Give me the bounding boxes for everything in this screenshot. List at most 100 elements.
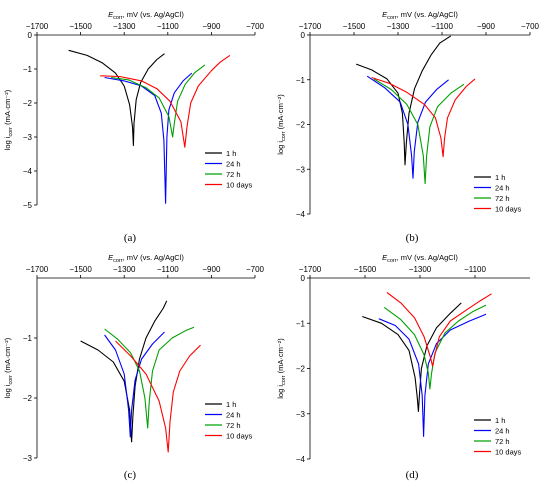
x-axis-title: Ecorr, mV (vs. Ag/AgCl): [108, 253, 184, 264]
series-line-1-h: [356, 35, 452, 166]
series-line-10-days: [115, 340, 201, 453]
y-tick-label: −1: [296, 76, 306, 85]
y-axis-title-rest: (mA·cm⁻²): [3, 337, 12, 375]
x-tick-label: −1300: [387, 22, 410, 31]
legend-label: 1 h: [495, 173, 505, 182]
panel-b: −1700 −1500 −1300 −1100 −900 −700 0 −1 −2 −3 −4 Eco…: [276, 10, 540, 244]
panel-label: (a): [124, 232, 137, 244]
x-tick-label: −900: [477, 22, 496, 31]
y-axis-title: log icorr (mA·cm⁻²): [3, 89, 14, 150]
series-line-24-h: [104, 331, 165, 438]
x-tick-label: −1300: [113, 22, 136, 31]
series-line-72-h: [111, 64, 206, 138]
x-axis-title-rest: , mV (vs. Ag/AgCl): [123, 253, 185, 262]
y-axis-title-sub: corr: [281, 131, 287, 141]
y-tick-label: 0: [301, 274, 306, 283]
legend-label: 24 h: [495, 427, 510, 436]
series-line-10-days: [386, 292, 492, 367]
x-tick-label: −1300: [113, 265, 136, 274]
y-tick-label: −4: [296, 455, 306, 464]
legend-label: 72 h: [226, 170, 241, 179]
x-axis-title-sub: corr: [387, 258, 397, 264]
y-tick-label: −4: [296, 210, 306, 219]
y-tick-label: −3: [296, 165, 306, 174]
y-axis-title-sub: corr: [281, 375, 287, 385]
x-tick-label: −1700: [299, 265, 322, 274]
x-axis-title-sub: corr: [387, 15, 397, 21]
legend-label: 24 h: [226, 160, 241, 169]
panel-c: −1700 −1500 −1300 −1100 −900 −700 −1 −2 −3 Ecorr,…: [3, 253, 265, 481]
legend-label: 1 h: [226, 149, 236, 158]
x-tick-label: −700: [246, 22, 265, 31]
x-tick-label: −1700: [26, 265, 49, 274]
legend-label: 72 h: [495, 194, 510, 203]
x-axis-title: Ecorr, mV (vs. Ag/AgCl): [108, 10, 184, 21]
series-line-24-h: [366, 75, 449, 179]
y-tick-label: −5: [23, 201, 33, 210]
y-axis-title-main: log i: [276, 141, 285, 155]
y-axis-title: log icorr (mA·cm⁻²): [276, 94, 287, 155]
y-axis-title-main: log i: [3, 136, 12, 150]
x-tick-label: −1100: [157, 22, 179, 31]
y-axis-title-rest: (mA·cm⁻²): [276, 338, 285, 376]
x-tick-label: −900: [202, 265, 221, 274]
y-tick-label: −2: [296, 121, 306, 130]
series-line-1-h: [362, 302, 462, 413]
y-tick-label: −2: [296, 365, 306, 374]
x-axis-title-main: E: [382, 10, 388, 19]
series-line-1-h: [68, 49, 165, 147]
x-axis-title-rest: , mV (vs. Ag/AgCl): [397, 253, 459, 262]
x-axis-title-rest: , mV (vs. Ag/AgCl): [397, 10, 459, 19]
series-line-72-h: [383, 304, 487, 390]
series-line-72-h: [104, 326, 195, 429]
panel-label: (c): [124, 469, 137, 481]
series-line-72-h: [373, 78, 465, 185]
legend-label: 1 h: [226, 400, 236, 409]
y-tick-label: −1: [23, 334, 33, 343]
x-axis-title-sub: corr: [113, 15, 123, 21]
y-tick-label: −3: [23, 133, 33, 142]
series-line-10-days: [100, 54, 231, 148]
y-tick-label: −1: [23, 65, 33, 74]
y-axis-title: log icorr (mA·cm⁻²): [3, 337, 14, 398]
y-tick-label: 0: [28, 31, 33, 40]
legend-label: 10 days: [226, 432, 253, 441]
y-axis-title-rest: (mA·cm⁻²): [3, 89, 12, 127]
x-axis-title-sub: corr: [113, 258, 123, 264]
legend-label: 1 h: [495, 416, 505, 425]
y-tick-label: 0: [301, 31, 306, 40]
legend-label: 10 days: [495, 205, 522, 214]
legend-label: 72 h: [495, 437, 510, 446]
legend-label: 24 h: [495, 184, 510, 193]
series-line-1-h: [80, 300, 168, 443]
y-axis-title: log icorr (mA·cm⁻²): [276, 338, 287, 399]
series-line-10-days: [371, 76, 476, 158]
y-tick-label: −3: [296, 410, 306, 419]
x-tick-label: −1500: [69, 265, 92, 274]
panel-label: (b): [406, 232, 419, 244]
y-tick-label: −2: [23, 99, 33, 108]
x-axis-title-main: E: [108, 10, 114, 19]
x-tick-label: −1100: [464, 265, 486, 274]
x-axis-title-rest: , mV (vs. Ag/AgCl): [123, 10, 185, 19]
x-tick-label: −1500: [354, 265, 377, 274]
x-tick-label: −1500: [69, 22, 92, 31]
y-tick-label: −4: [23, 167, 33, 176]
x-axis-title: Ecorr, mV (vs. Ag/AgCl): [382, 253, 458, 264]
x-tick-label: −900: [202, 22, 221, 31]
legend-label: 24 h: [226, 411, 241, 420]
x-tick-label: −700: [246, 265, 265, 274]
y-tick-label: −1: [296, 319, 306, 328]
legend-label: 72 h: [226, 421, 241, 430]
y-axis-title-main: log i: [276, 385, 285, 399]
x-axis-title-main: E: [382, 253, 388, 262]
y-axis-title-main: log i: [3, 384, 12, 398]
x-tick-label: −1500: [343, 22, 366, 31]
y-tick-label: −3: [23, 454, 33, 463]
series-line-24-h: [378, 313, 487, 437]
x-tick-label: −1700: [26, 22, 49, 31]
panel-a: −1700 −1500 −1300 −1100 −900 −700 0 −1 −2 −3 −4 −5 E…: [3, 10, 265, 244]
x-tick-label: −1100: [431, 22, 453, 31]
y-axis-title-sub: corr: [8, 375, 14, 385]
